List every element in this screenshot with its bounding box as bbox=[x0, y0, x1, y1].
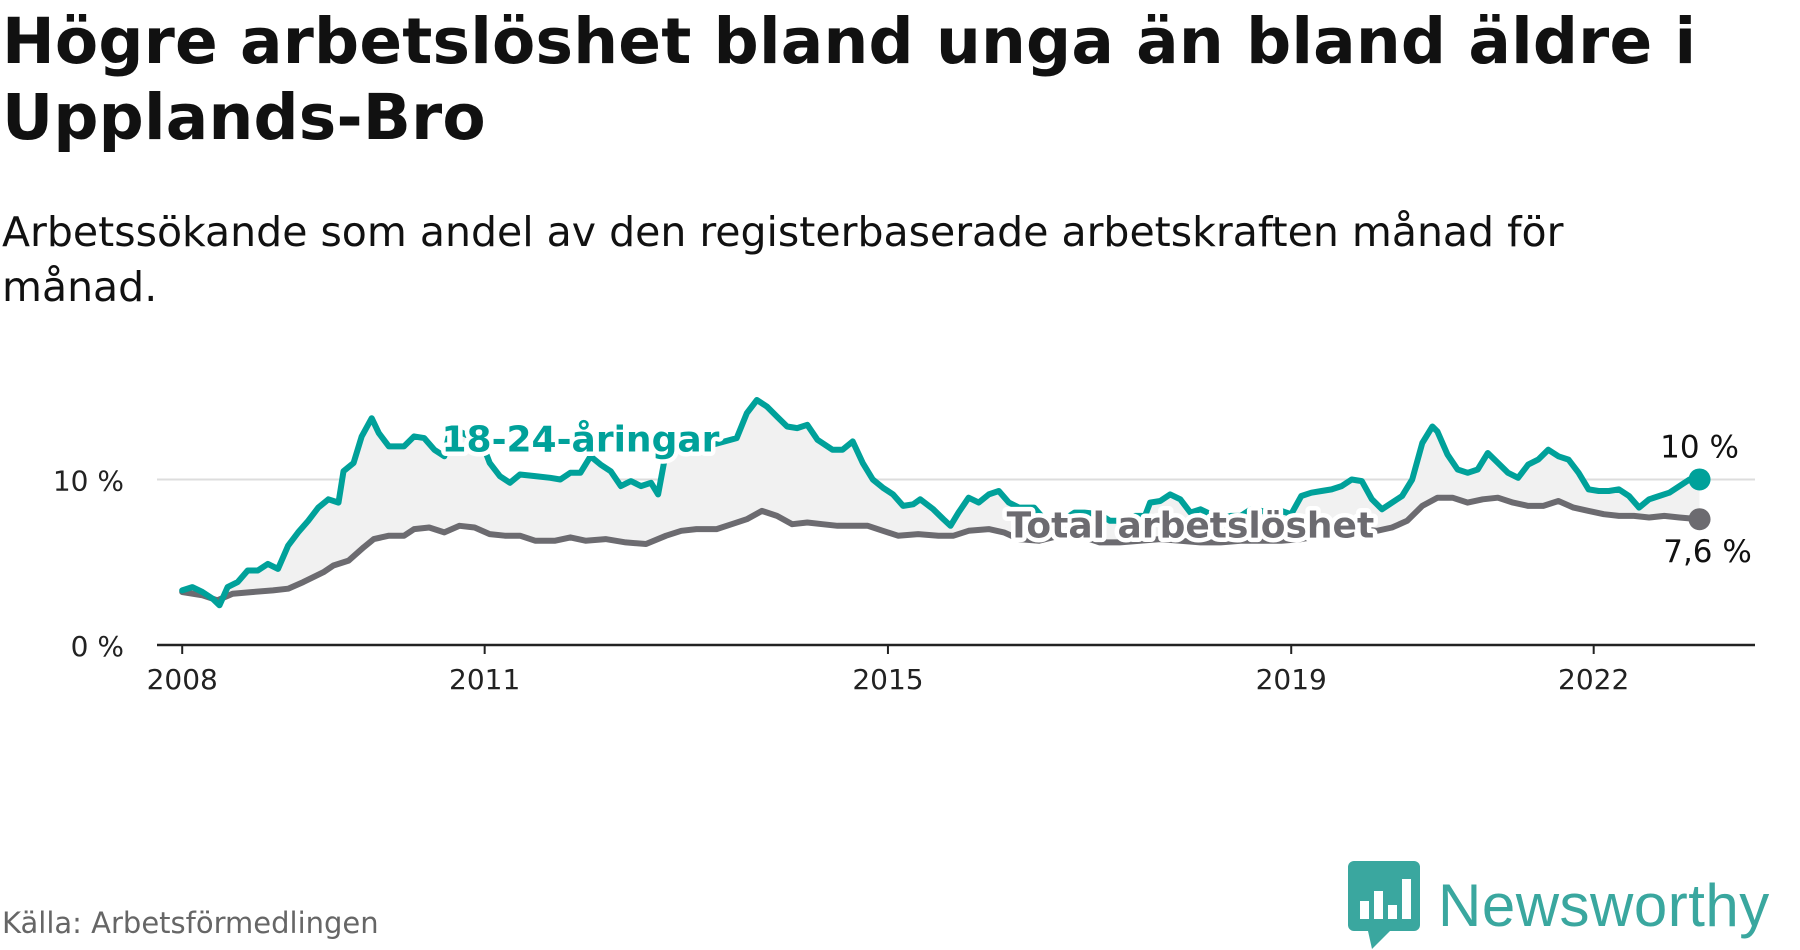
series-line-total bbox=[179, 494, 1703, 604]
end-label-young: 10 % bbox=[1660, 429, 1739, 465]
series-label-young: 18-24-åringar bbox=[441, 419, 719, 460]
end-label-total: 7,6 % bbox=[1663, 534, 1752, 570]
label-layer: 10 % 7,6 % 18-24-åringar Total arbetslöshet bbox=[437, 415, 1752, 570]
end-point-total bbox=[1688, 508, 1711, 531]
y-tick-label: 10 % bbox=[53, 464, 124, 497]
line-layer bbox=[179, 397, 1711, 609]
axis-layer: 0 % 10 % 2008 2011 2015 2019 2022 bbox=[53, 464, 1755, 696]
x-tick-label: 2019 bbox=[1256, 663, 1327, 696]
source-credit: Källa: Arbetsförmedlingen bbox=[2, 906, 379, 940]
newsworthy-logo: Newsworthy bbox=[1348, 860, 1770, 950]
end-point-young bbox=[1688, 468, 1711, 491]
x-tick-label: 2008 bbox=[147, 663, 218, 696]
series-label-total: Total arbetslöshet bbox=[1007, 505, 1375, 546]
series-line-young bbox=[179, 397, 1703, 609]
chart-subtitle: Arbetssökande som andel av den registerb… bbox=[2, 208, 1564, 311]
y-tick-label: 0 % bbox=[71, 630, 124, 663]
logo-text: Newsworthy bbox=[1438, 871, 1770, 939]
x-tick-label: 2011 bbox=[449, 663, 520, 696]
x-tick-label: 2022 bbox=[1558, 663, 1629, 696]
chart-title: Högre arbetslöshet bland unga än bland ä… bbox=[2, 5, 1697, 154]
x-tick-label: 2015 bbox=[852, 663, 923, 696]
newsworthy-chart-bubble-icon bbox=[1348, 861, 1420, 949]
line-chart: 0 % 10 % 2008 2011 2015 2019 2022 10 % 7,6 % 18-… bbox=[53, 397, 1755, 696]
